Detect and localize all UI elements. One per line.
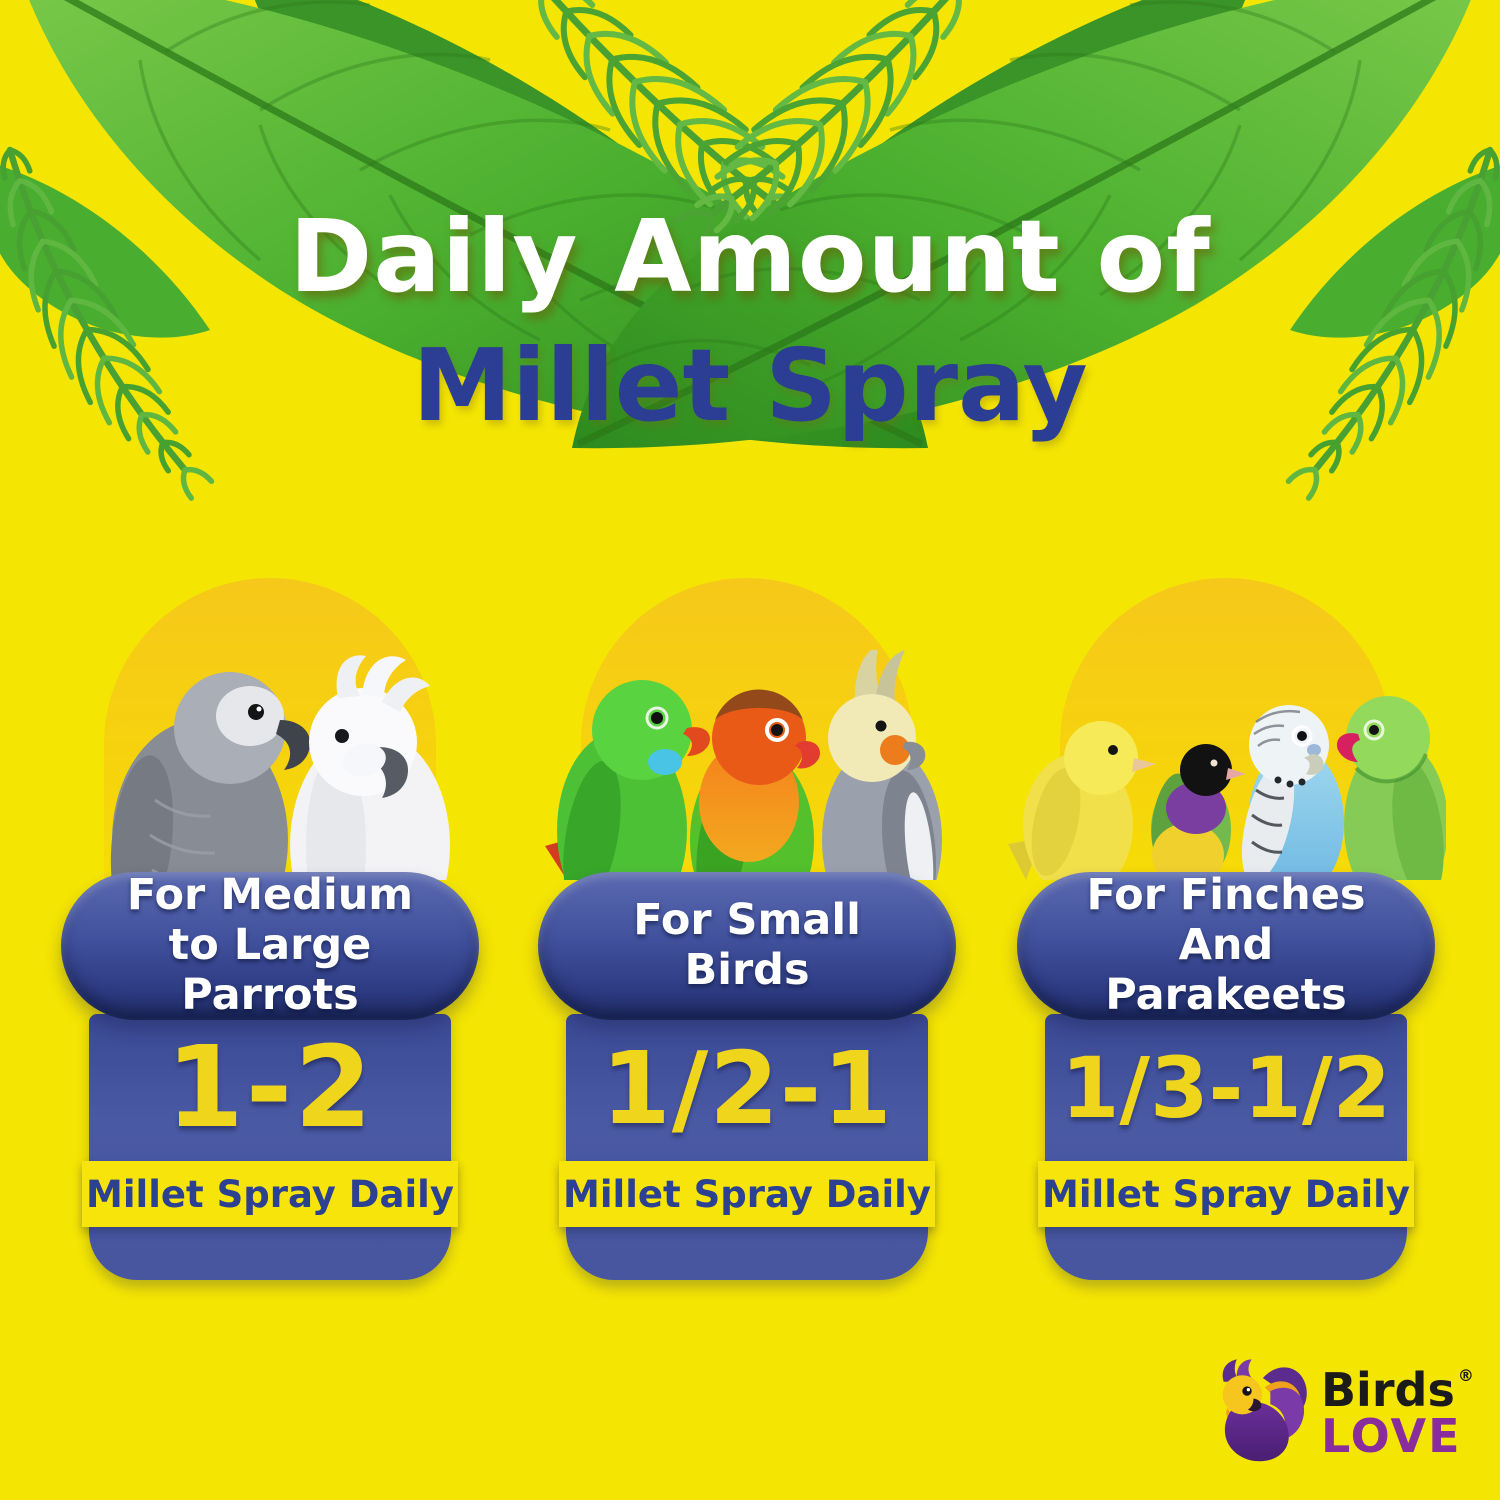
amount-panel — [1045, 1014, 1407, 1280]
amount-panel — [89, 1014, 451, 1280]
card-medium-large-parrots: 1-2 Millet Spray Daily For Medium to Lar… — [40, 578, 500, 1288]
card-small-birds: 1/2-1 Millet Spray Daily For Small Birds — [517, 578, 977, 1288]
category-pill: For Medium to Large Parrots — [61, 870, 479, 1020]
category-label: For Finches And Parakeets — [1086, 870, 1366, 1020]
amount-value: 1-2 — [165, 1023, 375, 1153]
brand-parrot-icon — [1222, 1358, 1307, 1461]
amount-value: 1/3-1/2 — [1060, 1039, 1391, 1137]
amount-unit-label: Millet Spray Daily — [1042, 1172, 1410, 1216]
brand-logo: Birds ® LOVE — [1205, 1350, 1485, 1475]
amount-unit-band: Millet Spray Daily — [1038, 1161, 1414, 1227]
registered-mark: ® — [1457, 1365, 1474, 1385]
category-pill: For Finches And Parakeets — [1017, 870, 1435, 1020]
page-title: Daily Amount of Millet Spray — [0, 198, 1500, 444]
category-pill: For Small Birds — [538, 872, 956, 1020]
amount-unit-label: Millet Spray Daily — [563, 1172, 931, 1216]
brand-name-bottom: LOVE — [1321, 1408, 1462, 1463]
amount-unit-band: Millet Spray Daily — [559, 1161, 935, 1227]
amount-unit-label: Millet Spray Daily — [86, 1172, 454, 1216]
amount-panel — [566, 1014, 928, 1280]
card-finches-parakeets: 1/3-1/2 Millet Spray Daily For Finches A… — [996, 578, 1456, 1288]
title-line-1: Daily Amount of — [289, 198, 1211, 315]
amount-value: 1/2-1 — [601, 1029, 893, 1147]
canary-finch-budgie-ringneck-image — [1008, 696, 1446, 880]
category-label: For Medium to Large Parrots — [126, 870, 414, 1020]
category-label: For Small Birds — [633, 895, 861, 995]
brand-wordmark: Birds ® LOVE — [1321, 1367, 1474, 1459]
parrot-lovebird-cockatiel-image — [545, 650, 942, 880]
title-line-2: Millet Spray — [412, 327, 1088, 444]
brand-name: Birds — [1321, 1362, 1455, 1417]
brand-name-top: Birds ® — [1321, 1367, 1474, 1413]
amount-unit-band: Millet Spray Daily — [82, 1161, 458, 1227]
african-grey-and-cockatoo-image — [110, 655, 450, 880]
